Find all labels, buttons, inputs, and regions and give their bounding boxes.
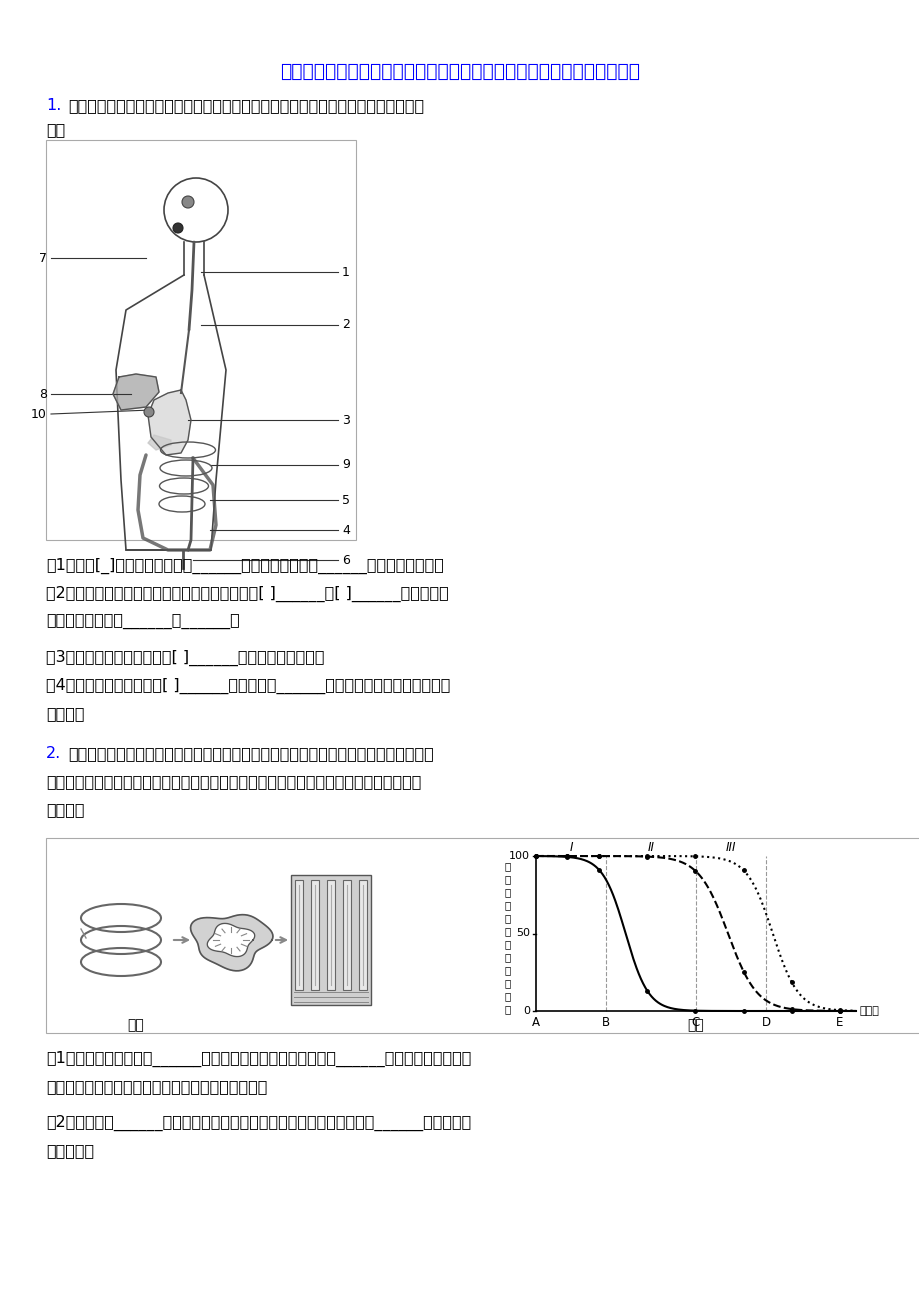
Polygon shape [148,391,191,454]
Text: 的消化。: 的消化。 [46,706,85,721]
Text: B: B [602,1016,610,1029]
Bar [290,875,370,1005]
Text: 养: 养 [505,926,511,936]
Text: 的: 的 [505,965,511,975]
Text: 2.: 2. [46,746,62,760]
Bar [358,880,367,990]
Text: 9: 9 [342,458,349,471]
Text: II: II [647,841,654,854]
Text: 物: 物 [505,939,511,949]
Circle shape [144,408,153,417]
Text: 小肠盘曲于腹腔内，上连胃，下接大肠，是消化道中最长的一段。图一是小肠的宏观结: 小肠盘曲于腹腔内，上连胃，下接大肠，是消化道中最长的一段。图一是小肠的宏观结 [68,746,433,760]
Text: 0: 0 [522,1006,529,1016]
Text: 8: 8 [39,388,47,401]
Text: 率: 率 [505,1004,511,1014]
Text: 5: 5 [342,493,349,506]
Text: 图一: 图一 [128,1018,144,1032]
Text: 的最终产物分别是______和______；: 的最终产物分别是______和______； [46,615,240,629]
Text: 答：: 答： [46,122,65,137]
Text: 6: 6 [342,553,349,566]
Text: 质: 质 [505,952,511,962]
Bar [343,880,351,990]
Text: 3: 3 [342,414,349,427]
Text: 4: 4 [342,523,349,536]
Text: 化: 化 [505,900,511,910]
Text: 小肠的表面积，是消化食物和吸收营养的主要场所。: 小肠的表面积，是消化食物和吸收营养的主要场所。 [46,1079,267,1094]
Text: 10: 10 [31,408,47,421]
Polygon shape [190,915,273,971]
Text: A: A [531,1016,539,1029]
Circle shape [173,223,183,233]
Text: 消化道: 消化道 [859,1006,879,1016]
Text: （1）小肠内表面有许多______，它的表面又有很多突起，称为______，这样就大大增加了: （1）小肠内表面有许多______，它的表面又有很多突起，称为______，这样… [46,1051,471,1068]
Text: 百: 百 [505,978,511,988]
Text: 列问题：: 列问题： [46,802,85,816]
Bar [46,141,356,540]
Text: 1: 1 [342,266,349,279]
Text: 100: 100 [508,852,529,861]
Text: 消: 消 [505,887,511,897]
Text: 被: 被 [505,874,511,884]
Text: 食物的消化与吸收都是在消化系统中完成的。下图为人体消化系统示意图，请据图回: 食物的消化与吸收都是在消化系统中完成的。下图为人体消化系统示意图，请据图回 [68,98,424,113]
Text: 构和微观结构，图二是糖类、脂肪、蛋白质在消化道中的化学性消化过程。请据图回答下: 构和微观结构，图二是糖类、脂肪、蛋白质在消化道中的化学性消化过程。请据图回答下 [46,773,421,789]
Text: 图二: 图二 [686,1018,704,1032]
Polygon shape [113,374,159,410]
Text: （2）图中蛋白质和脂肪被消化的起始部位分别是[ ]______和[ ]______。被消化后: （2）图中蛋白质和脂肪被消化的起始部位分别是[ ]______和[ ]_____… [46,586,448,603]
Text: 分: 分 [505,991,511,1001]
Text: C: C [691,1016,699,1029]
Text: 人教版中学七年级下册生物期末解答实验探究大题学业水平卷（附答案）: 人教版中学七年级下册生物期末解答实验探究大题学业水平卷（附答案） [279,62,640,81]
Text: 1.: 1. [46,98,62,113]
Text: （3）人吃了炖羊肉，最终在[ ]______被彻底消化和吸收。: （3）人吃了炖羊肉，最终在[ ]______被彻底消化和吸收。 [46,650,324,667]
Text: （4）人体最大的消化腺是[ ]______，能够分泌______，经胆囊进入小肠，参与脂肪: （4）人体最大的消化腺是[ ]______，能够分泌______，经胆囊进入小肠… [46,678,450,694]
Text: 种消化液。: 种消化液。 [46,1143,94,1157]
Text: I: I [569,841,573,854]
Polygon shape [207,923,255,957]
Bar [326,880,335,990]
Text: D: D [761,1016,770,1029]
Text: 营: 营 [505,913,511,923]
Bar [46,838,919,1032]
Circle shape [182,197,194,208]
Polygon shape [148,435,171,450]
Text: （2）小肠中除______分泌的肠液之外，还有能将脂肪乳化成脂肪微粒的______和胰液等多: （2）小肠中除______分泌的肠液之外，还有能将脂肪乳化成脂肪微粒的_____… [46,1115,471,1131]
Text: 2: 2 [342,319,349,332]
Text: III: III [725,841,735,854]
Text: （1）图中[_]是唾液腺，能分泌______，其中的消化酶使______发生初步的分解。: （1）图中[_]是唾液腺，能分泌______，其中的消化酶使______发生初步… [46,559,443,574]
Text: 未: 未 [505,861,511,871]
Text: 7: 7 [39,251,47,264]
Text: E: E [835,1016,843,1029]
Text: 50: 50 [516,928,529,939]
Bar [311,880,319,990]
Bar [295,880,302,990]
